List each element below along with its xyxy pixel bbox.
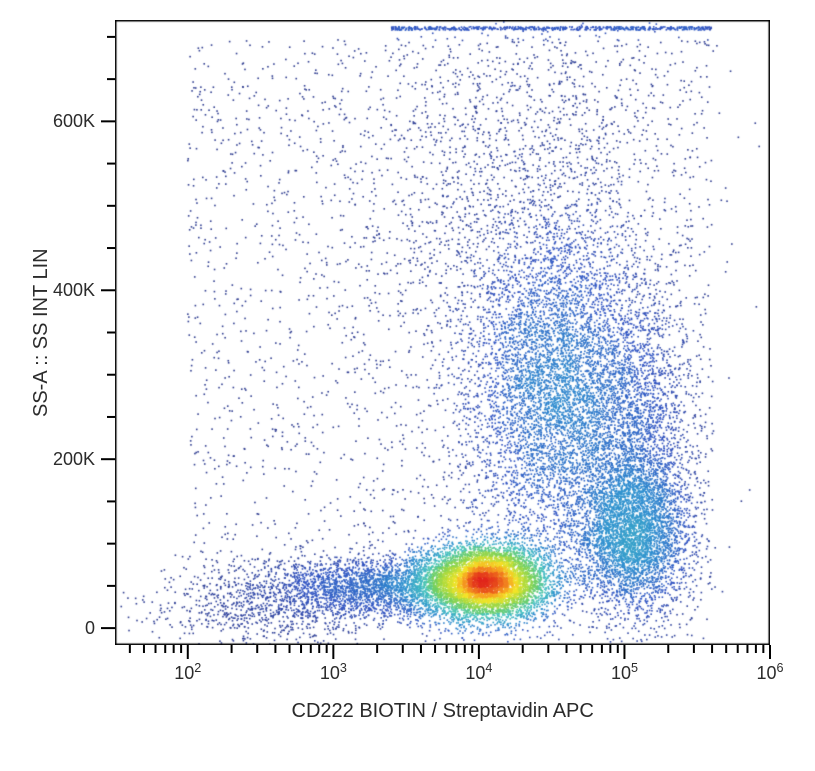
y-axis-label: SS-A :: SS INT LIN (30, 248, 53, 417)
plot-area (115, 20, 770, 645)
figure-container: SS-A :: SS INT LIN CD222 BIOTIN / Strept… (0, 0, 815, 771)
x-tick-label: 102 (174, 663, 201, 684)
axis-ticks (0, 0, 815, 771)
y-tick-label: 0 (85, 618, 95, 639)
y-tick-label: 600K (53, 111, 95, 132)
y-tick-label: 200K (53, 449, 95, 470)
y-tick-label: 400K (53, 280, 95, 301)
x-tick-label: 106 (757, 663, 784, 684)
x-tick-label: 103 (320, 663, 347, 684)
x-axis-label: CD222 BIOTIN / Streptavidin APC (292, 700, 594, 723)
x-tick-label: 104 (465, 663, 492, 684)
x-tick-label: 105 (611, 663, 638, 684)
